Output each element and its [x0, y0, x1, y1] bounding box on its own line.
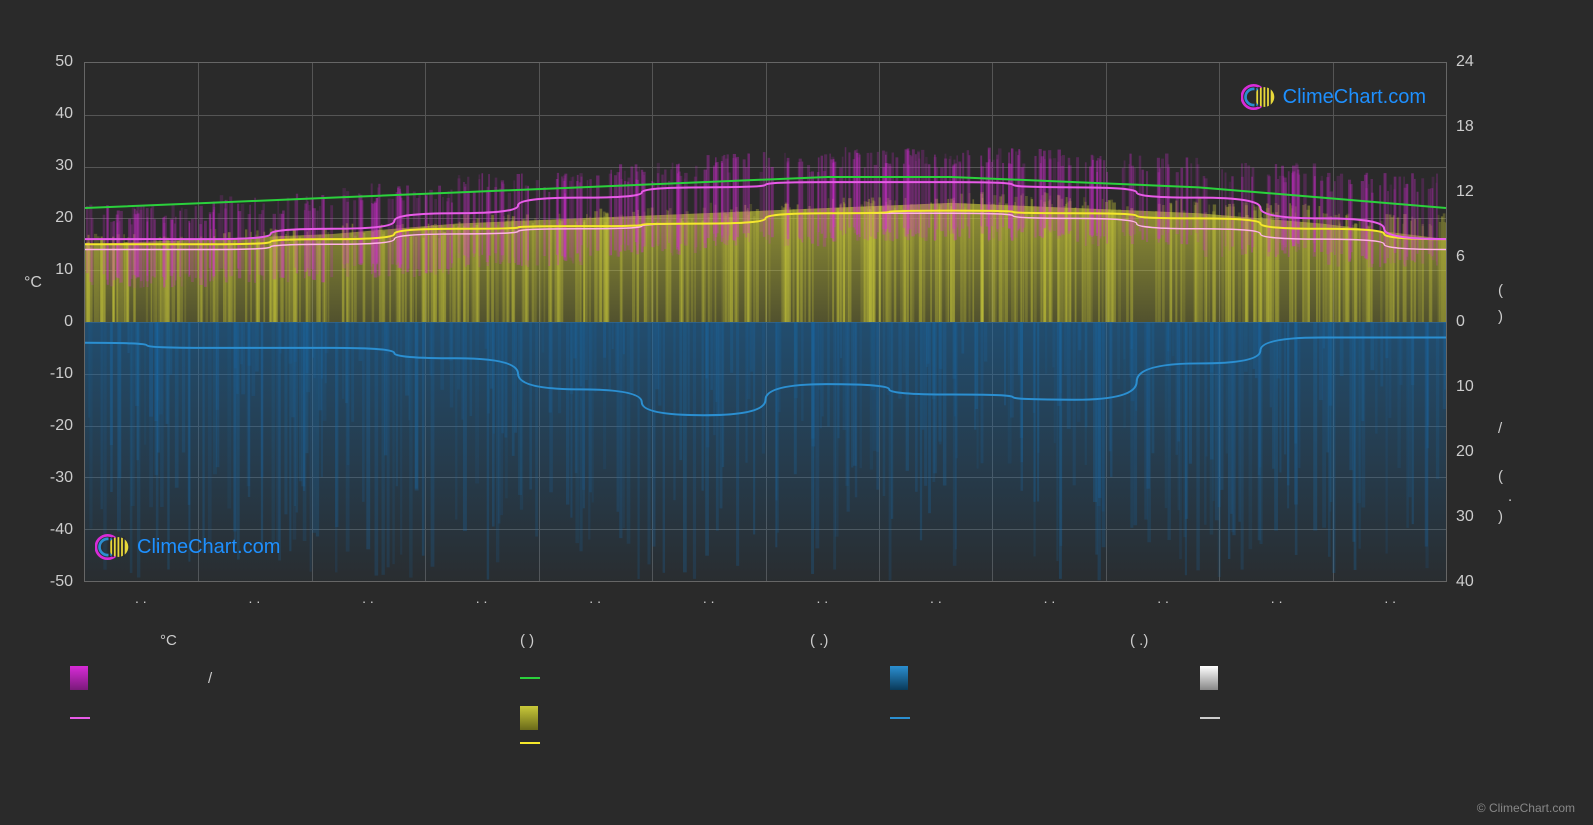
- y-right-tick-label: 6: [1456, 248, 1496, 266]
- y-left-tick-label: 50: [33, 53, 73, 71]
- x-tick-label: . .: [476, 590, 488, 606]
- watermark-bottom: ClimeChart.com: [95, 529, 280, 565]
- y-left-tick-label: -30: [33, 469, 73, 487]
- y-left-tick-label: 30: [33, 157, 73, 175]
- legend-header: °C ( ) ( .) ( .): [70, 632, 1520, 649]
- footer-copyright: © ClimeChart.com: [1477, 801, 1575, 815]
- y-right-tick-label: 20: [1456, 443, 1496, 461]
- legend-header-2: ( ): [520, 632, 810, 649]
- y-right-unit2-open: (: [1498, 468, 1503, 485]
- x-tick-label: . .: [1271, 590, 1283, 606]
- y-left-tick-label: -10: [33, 365, 73, 383]
- swatch-yellow-line: [520, 742, 540, 744]
- x-tick-label: . .: [1384, 590, 1396, 606]
- x-tick-label: . .: [1044, 590, 1056, 606]
- y-left-tick-label: -20: [33, 417, 73, 435]
- y-left-tick-label: -40: [33, 521, 73, 539]
- y-right-unit-slash: /: [1498, 420, 1502, 437]
- climechart-logo-icon: [1241, 79, 1277, 115]
- y-left-tick-label: 40: [33, 105, 73, 123]
- y-left-tick-label: 0: [33, 313, 73, 331]
- watermark-text: ClimeChart.com: [137, 536, 280, 559]
- y-right-unit2-mid: .: [1508, 488, 1512, 505]
- y-right-unit2-close: ): [1498, 508, 1503, 525]
- legend-row-2: [70, 706, 1520, 730]
- legend-header-3: ( .): [810, 632, 1130, 649]
- x-tick-label: . .: [930, 590, 942, 606]
- x-tick-label: . .: [249, 590, 261, 606]
- y-right-tick-label: 0: [1456, 313, 1496, 331]
- y-right-tick-label: 12: [1456, 183, 1496, 201]
- climechart-logo-icon: [95, 529, 131, 565]
- swatch-green-line: [520, 677, 540, 679]
- x-tick-label: . .: [589, 590, 601, 606]
- swatch-white-box: [1200, 666, 1218, 690]
- y-left-axis-title: °C: [24, 274, 42, 292]
- y-right-tick-label: 10: [1456, 378, 1496, 396]
- x-tick-label: . .: [1157, 590, 1169, 606]
- swatch-yellow-box: [520, 706, 538, 730]
- y-left-tick-label: -50: [33, 573, 73, 591]
- plot-area: ClimeChart.com ClimeChart.com: [84, 62, 1447, 582]
- climate-chart: ClimeChart.com ClimeChart.com 50 40 30 20 10…: [0, 0, 1593, 825]
- y-right-tick-label: 40: [1456, 573, 1496, 591]
- swatch-blue-box: [890, 666, 908, 690]
- swatch-magenta-line: [70, 717, 90, 719]
- x-tick-label: . .: [362, 590, 374, 606]
- y-right-unit-close: ): [1498, 308, 1503, 325]
- swatch-magenta-box: [70, 666, 88, 690]
- y-right-tick-label: 18: [1456, 118, 1496, 136]
- x-tick-label: . .: [816, 590, 828, 606]
- watermark-text: ClimeChart.com: [1283, 86, 1426, 109]
- x-tick-label: . .: [135, 590, 147, 606]
- y-right-tick-label: 24: [1456, 53, 1496, 71]
- legend-header-1: °C: [160, 632, 520, 649]
- swatch-blue-line: [890, 717, 910, 719]
- x-tick-label: . .: [703, 590, 715, 606]
- y-left-tick-label: 20: [33, 209, 73, 227]
- watermark-top: ClimeChart.com: [1241, 79, 1426, 115]
- legend-row-1: /: [70, 666, 1520, 690]
- y-right-tick-label: 30: [1456, 508, 1496, 526]
- legend-row-3: [70, 742, 1520, 744]
- legend-label: /: [208, 670, 212, 687]
- y-right-unit-open: (: [1498, 282, 1503, 299]
- swatch-grey-line: [1200, 717, 1220, 719]
- legend-header-4: ( .): [1130, 632, 1390, 649]
